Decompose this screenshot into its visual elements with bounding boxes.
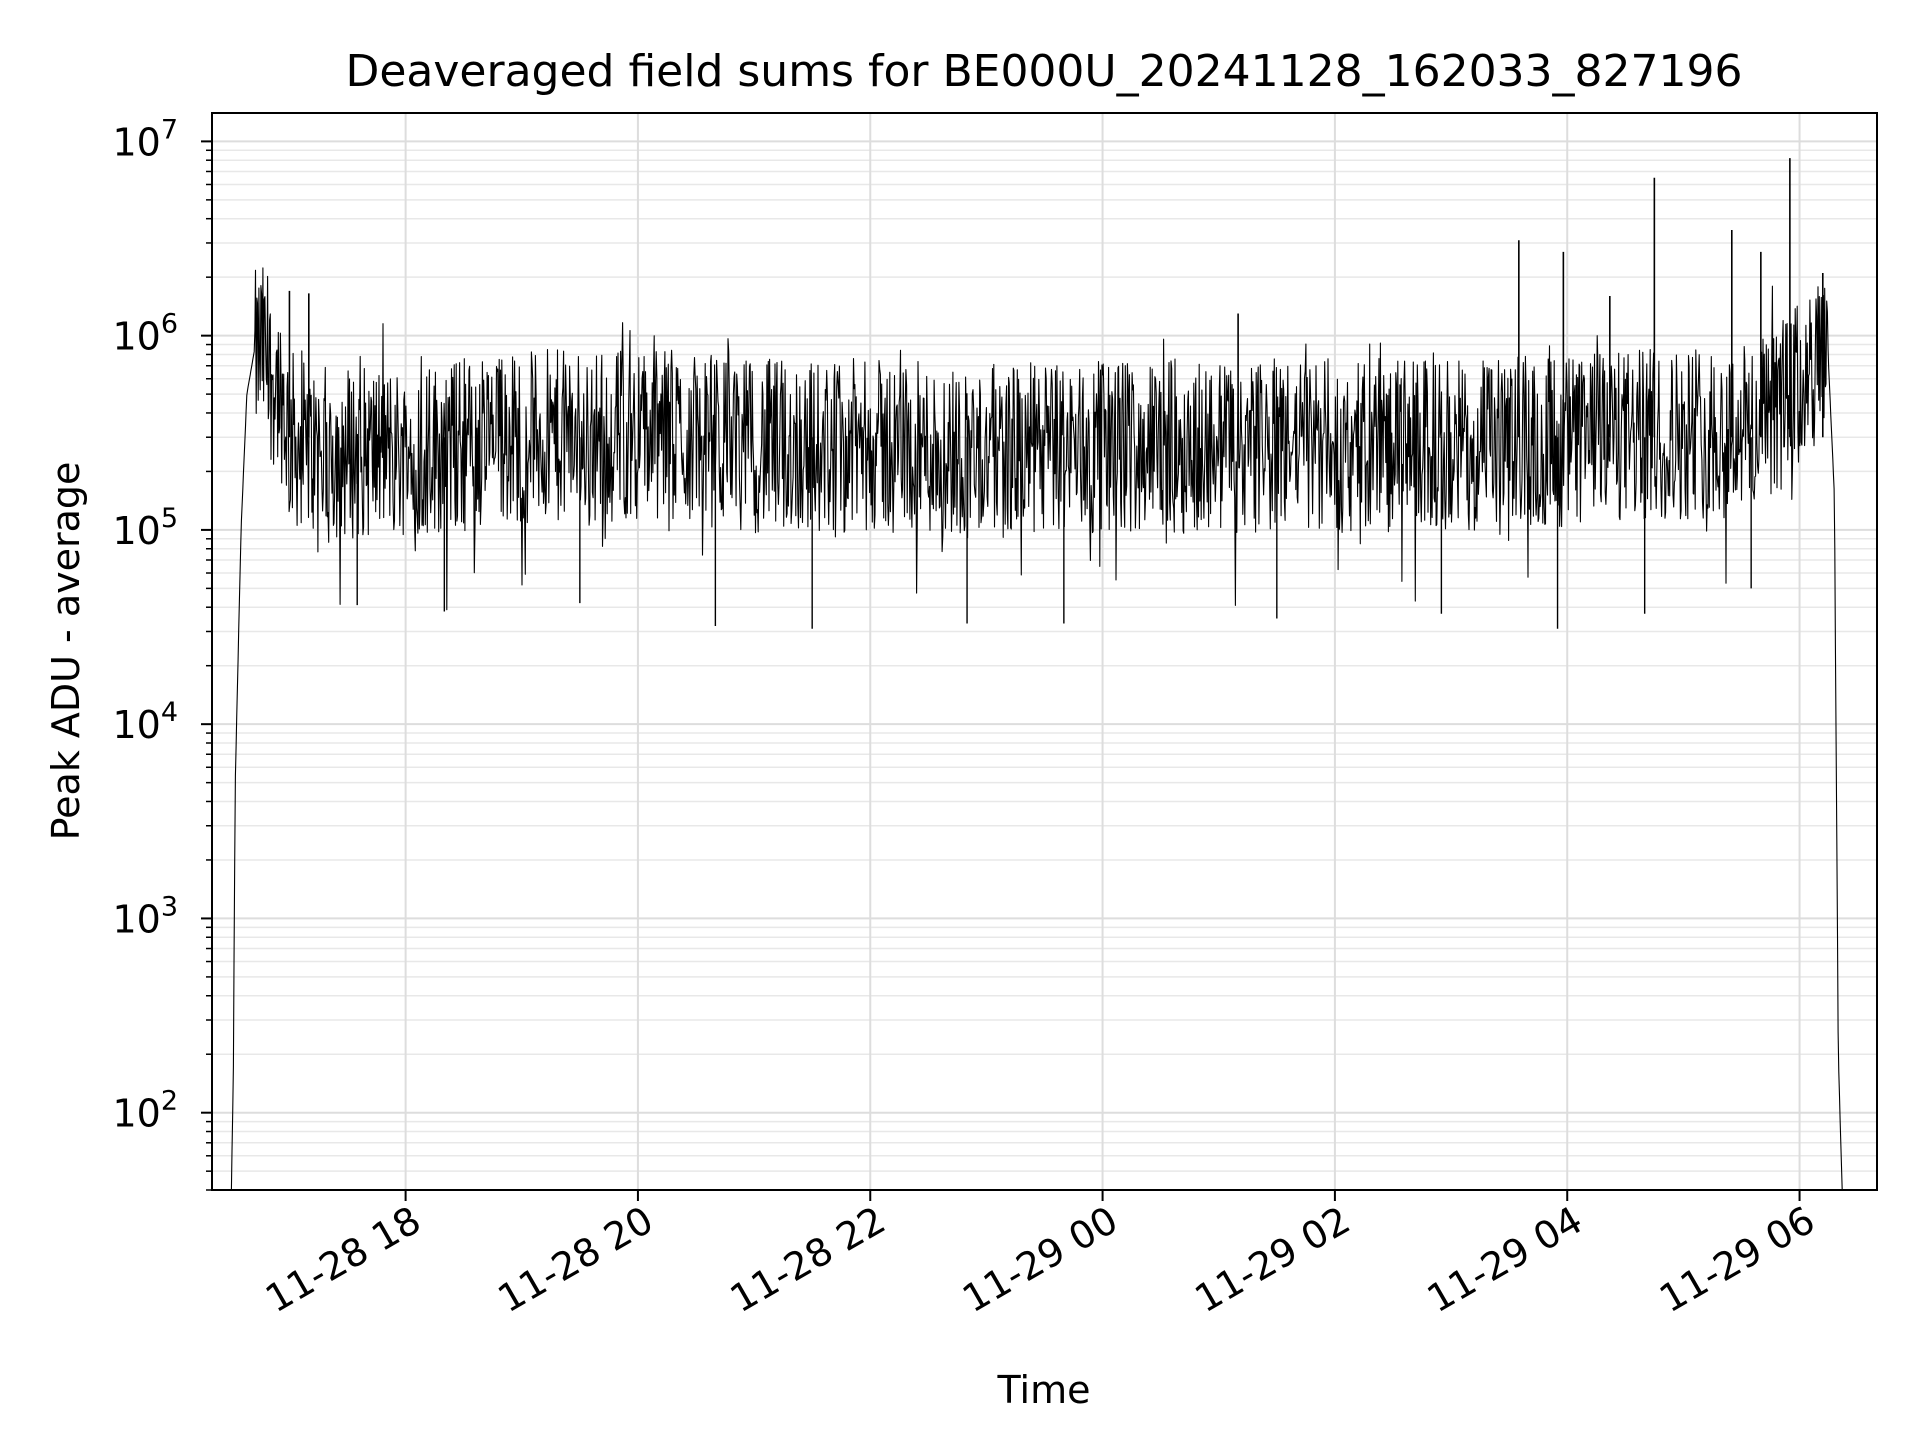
series-line [230, 267, 1843, 1191]
data-layer [230, 158, 1843, 1191]
y-tick-label: 102 [112, 1086, 178, 1136]
y-axis-label: Peak ADU - average [44, 462, 88, 841]
y-tick-label: 103 [112, 891, 178, 941]
y-tick-label: 106 [112, 309, 178, 359]
y-tick-label: 107 [112, 114, 178, 164]
x-axis-label: Time [997, 1368, 1091, 1412]
y-tick-label: 104 [112, 697, 178, 747]
chart-title: Deaveraged field sums for BE000U_2024112… [345, 46, 1742, 97]
y-tick-label: 105 [112, 503, 178, 553]
grid-layer [212, 113, 1877, 1191]
plot-frame [211, 112, 1878, 1191]
